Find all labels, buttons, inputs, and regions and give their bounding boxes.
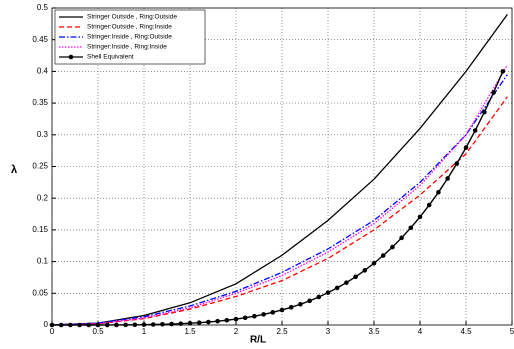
legend-label: Stringer:Outside , Ring:Inside [87,24,172,31]
series-marker [353,274,358,280]
series-marker [426,202,432,208]
series-marker [261,312,266,317]
x-tick-label: 2 [234,327,239,336]
series-marker [123,322,128,328]
y-tick-label: 0.1 [37,257,49,266]
series-marker [491,90,496,95]
legend: Stringer Outside , Ring:Outside Stringer:… [54,9,206,65]
y-tick-label: 0.35 [32,98,48,107]
series-marker [224,317,230,323]
series-marker [196,320,202,326]
x-tick-label: 0 [50,327,55,336]
x-tick-label: 1 [142,327,147,336]
series-marker [380,253,386,258]
series-marker [270,310,276,315]
series-marker [279,307,285,313]
y-tick-label: 0.05 [32,288,48,297]
series-marker [49,322,55,328]
series-marker [187,320,193,326]
series-marker [408,225,414,231]
series-marker [472,128,478,133]
series-marker [95,322,101,328]
series-marker [371,260,377,266]
series-marker [454,161,460,166]
y-tick-label: 0.15 [32,225,48,234]
plot-frame [51,7,513,326]
series-marker [68,322,73,328]
series-marker [334,285,340,291]
series-marker [288,305,294,310]
legend-marker [68,54,74,60]
legend-label: Stringer:Inside , Ring:Inside [87,44,167,51]
series-marker [436,190,441,195]
series-marker [150,322,156,327]
series-marker [160,322,165,327]
series-marker [169,321,174,327]
series-marker [325,290,331,295]
series-marker [178,321,184,326]
series-marker [215,318,220,324]
series-marker [206,319,211,325]
series-marker [86,322,92,328]
series-marker [445,176,450,181]
y-tick-label: 0.25 [32,162,48,171]
series-marker [298,301,303,307]
series-marker [252,313,257,319]
x-tick-label: 4 [418,327,423,336]
series-marker [307,298,312,304]
series-marker [316,294,322,300]
series-marker [417,214,423,220]
legend-label: Shell Equivalent [87,54,134,61]
series-marker [463,145,469,150]
x-tick-label: 4.5 [460,327,472,336]
series-marker [482,109,487,115]
x-tick-label: 3.5 [368,327,380,336]
series-marker [114,322,119,328]
series-line [51,96,508,326]
series-marker [242,315,248,321]
series-marker [399,235,404,241]
series-marker [390,244,395,250]
x-tick-label: 0.5 [92,327,104,336]
y-tick-label: 0.2 [37,193,49,202]
series-marker [77,322,82,328]
series-line [51,64,508,326]
legend-label: Stringer Outside , Ring:Outside [87,14,177,21]
x-axis-label: R/L [250,335,266,346]
series-marker [233,316,239,322]
y-tick-label: 0 [44,320,49,329]
y-tick-label: 0.5 [37,3,49,12]
series-marker [362,268,368,273]
y-tick-label: 0.45 [32,35,48,44]
x-tick-label: 3 [326,327,331,336]
legend-label: Stringer:Inside , Ring:Outside [87,34,172,41]
y-tick-label: 0.4 [37,67,49,76]
x-tick-label: 1.5 [184,327,196,336]
x-tick-label: 2.5 [276,327,288,336]
series-line [51,13,508,326]
series-marker [500,69,506,74]
series-marker [132,322,138,328]
x-tick-label: 5 [510,327,514,336]
series-marker [104,322,110,328]
series-marker [344,280,349,285]
y-tick-label: 0.3 [37,130,49,139]
series-marker [58,322,64,328]
y-axis-label: λ [11,164,17,176]
series-marker [141,322,147,327]
